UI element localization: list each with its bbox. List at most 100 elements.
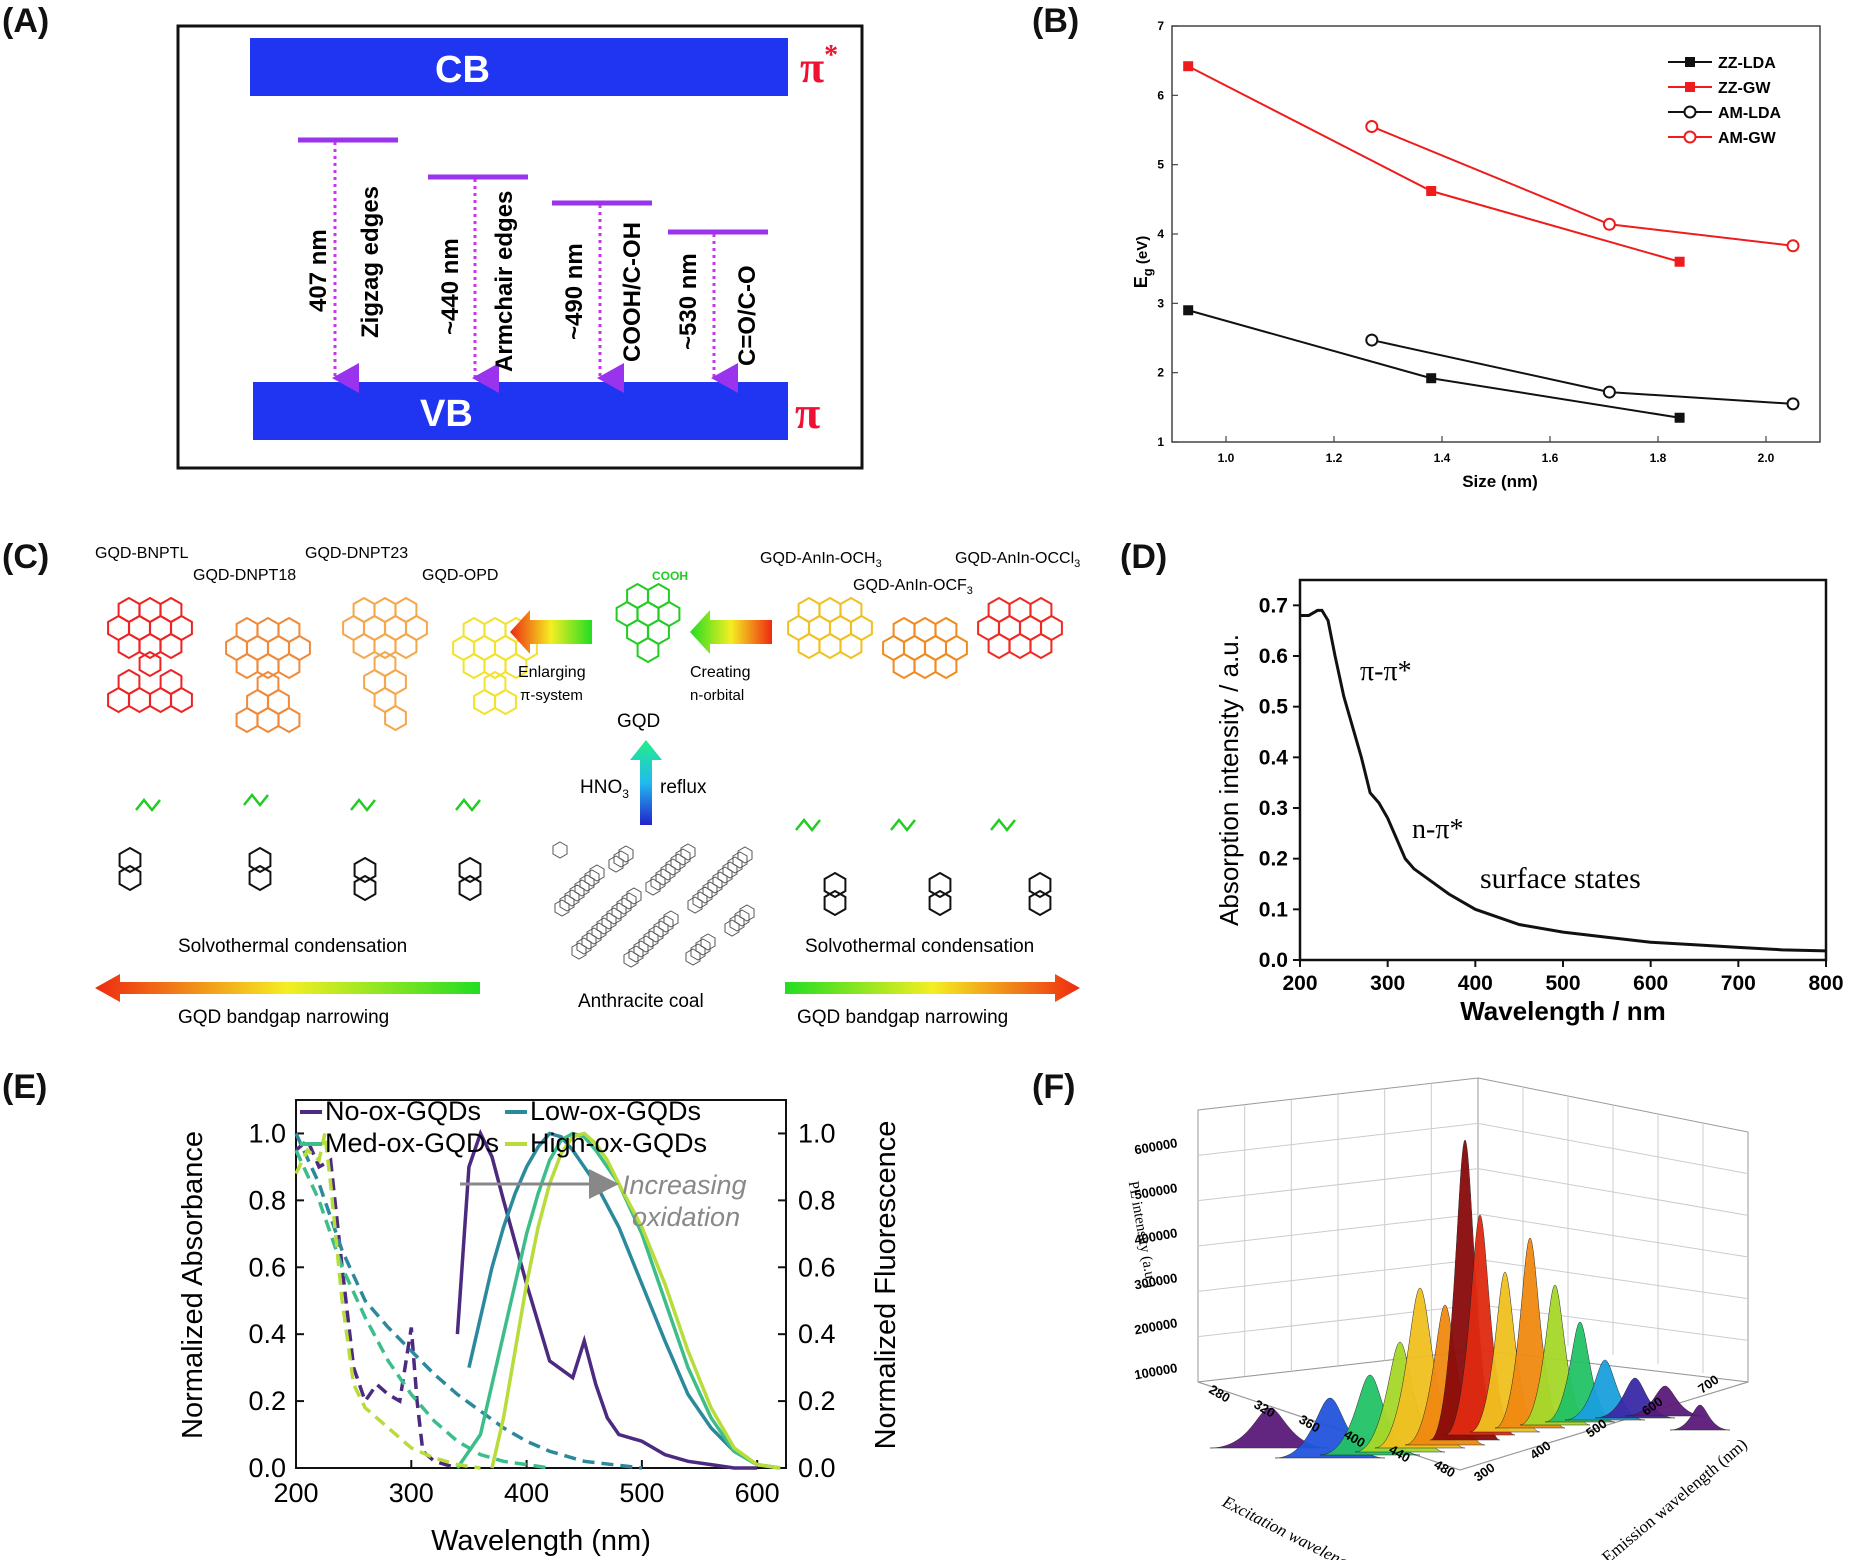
annotation-pi-pi: π-π*	[1360, 656, 1412, 687]
ring	[248, 864, 272, 892]
gqd-bnptl-label: GQD-BNPTL	[95, 545, 188, 562]
y-tick-label-left: 0.4	[248, 1319, 286, 1349]
coal-ring	[559, 894, 575, 912]
coal-ring	[569, 884, 585, 902]
ring	[248, 846, 272, 874]
ring	[839, 632, 863, 660]
y-tick-label: 0.6	[1259, 645, 1288, 668]
ring	[394, 632, 418, 660]
gqd-anin-ocf3-label: GQD-AnIn-OCF3	[853, 577, 973, 597]
legend-label: ZZ-GW	[1718, 80, 1771, 97]
dione-sketch	[795, 817, 821, 833]
transition-wavelength: ~440 nm	[437, 238, 464, 335]
legend-marker	[1685, 57, 1695, 67]
y-tick-label: 4	[1157, 227, 1164, 241]
coal-ring	[613, 850, 629, 868]
panel-label-d: (D)	[1120, 538, 1168, 576]
coal-ring	[717, 866, 733, 884]
y-axis-label: Eg (eV)	[1131, 236, 1155, 288]
coal-ring	[687, 896, 703, 914]
ring	[913, 652, 937, 680]
panel-b-bandgap-chart: 1.0 1.2 1.4 1.6 1.8 2.0 1 2 3 4 5 6 7 Size (nm) Eg (…	[1131, 19, 1821, 491]
grid-line	[1477, 1168, 1749, 1216]
transition-edge: COOH/C-OH	[619, 222, 646, 362]
data-point	[1426, 186, 1437, 197]
ring	[1029, 632, 1053, 660]
fluorescence-curve-low-ox-gqds	[467, 1131, 781, 1470]
coal-ring	[653, 920, 669, 938]
data-point	[1674, 256, 1685, 267]
grid-line	[1477, 1122, 1749, 1175]
coal-ring	[628, 945, 644, 963]
coal-ring	[707, 876, 723, 894]
data-point	[1786, 397, 1800, 411]
cb-band	[250, 38, 788, 96]
coal-ring	[601, 912, 617, 930]
ring	[117, 632, 141, 660]
coal-ring	[697, 886, 713, 904]
hno3-label: HNO3	[580, 777, 629, 801]
coal-ring	[626, 887, 642, 905]
ring	[823, 889, 847, 917]
x-tick-label: 600	[1633, 972, 1668, 995]
legend-marker	[1683, 105, 1697, 119]
coal-ring	[571, 942, 587, 960]
coal-ring	[574, 879, 590, 897]
precursor-ring	[823, 871, 847, 917]
x-tick-label: 1.4	[1434, 451, 1451, 465]
coal-ring	[660, 863, 676, 881]
ring	[128, 686, 151, 714]
bandgap-narrowing-right: GQD bandgap narrowing	[797, 1007, 1008, 1028]
x-tick-label: 2.0	[1758, 451, 1775, 465]
precursor-ring	[353, 856, 377, 902]
z-tick-label: 600000	[1133, 1135, 1178, 1157]
molecule-ocf3	[882, 616, 968, 680]
fluorescence-curve-high-ox-gqds	[490, 1131, 781, 1470]
surface-slice	[1669, 1404, 1731, 1431]
grid-line	[1477, 1258, 1749, 1300]
transition-zigzag: 407 nm Zigzag edges	[298, 137, 398, 393]
y-tick-label: 2	[1157, 366, 1164, 380]
y-tick-label-left: 0.8	[248, 1185, 286, 1215]
coal-ring	[621, 892, 637, 910]
data-point	[1674, 412, 1685, 423]
ring	[256, 706, 280, 734]
ring	[170, 686, 193, 714]
y-tick-label-right: 0.8	[798, 1185, 836, 1215]
coal-ring	[638, 935, 654, 953]
x-tick-label: 800	[1808, 972, 1843, 995]
ring	[818, 632, 842, 660]
coal-ring	[700, 933, 716, 951]
coal-ring	[596, 917, 612, 935]
x-tick-label: 300	[1370, 972, 1405, 995]
y-tick-label: 7	[1157, 19, 1164, 33]
molecule-bnptl	[107, 596, 193, 714]
anthracite-coal-sketch	[552, 841, 755, 968]
coal-ring	[648, 925, 664, 943]
molecule-och3	[787, 596, 873, 660]
coal-ring	[722, 861, 738, 879]
data-point	[1365, 333, 1379, 347]
y-axis-label: Emission wavelength (nm)	[1598, 1435, 1751, 1560]
ring	[636, 636, 660, 664]
transition-armchair: ~440 nm Armchair edges	[428, 174, 528, 393]
legend-label: Low-ox-GQDs	[530, 1096, 701, 1126]
cooh-label: COOH	[652, 569, 688, 583]
coal-ring	[606, 907, 622, 925]
series-line-zz-gw	[1187, 65, 1680, 263]
x-tick-label: 400	[1458, 972, 1493, 995]
grid-line	[1197, 1304, 1479, 1338]
y-tick-label-right: 0.6	[798, 1252, 836, 1282]
anthracite-coal-label: Anthracite coal	[578, 991, 704, 1012]
ring	[353, 856, 377, 884]
ring	[494, 688, 517, 716]
grid-line	[1477, 1213, 1749, 1258]
coal-ring	[655, 868, 671, 886]
pi-star-label: π*	[800, 40, 838, 92]
creating-label-2: n-orbital	[690, 687, 744, 704]
molecule-sketches	[107, 582, 1063, 968]
coal-ring	[552, 841, 568, 859]
ring	[373, 632, 397, 660]
hno3-arrow	[630, 740, 662, 825]
dione-sketch	[350, 797, 376, 813]
